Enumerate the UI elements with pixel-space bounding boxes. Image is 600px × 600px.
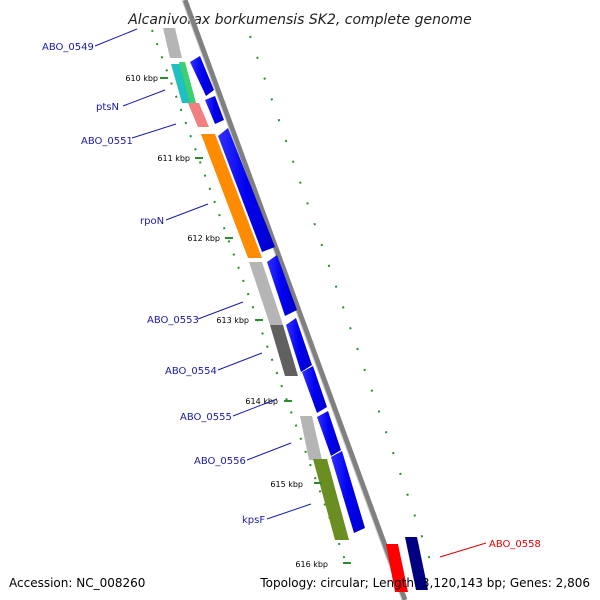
cds-arrow bbox=[331, 451, 365, 533]
cds-arrow bbox=[317, 411, 341, 456]
leader-line-highlight bbox=[439, 542, 487, 558]
gene-block-ABO_0554 bbox=[270, 325, 298, 376]
cds-arrow bbox=[190, 56, 214, 96]
gene-label-ABO_0554: ABO_0554 bbox=[165, 366, 217, 377]
cds-arrow bbox=[286, 318, 312, 372]
gene-label-ABO_0549: ABO_0549 bbox=[42, 42, 94, 53]
kbp-label: 611 kbp bbox=[157, 154, 190, 163]
kbp-label: 610 kbp bbox=[125, 74, 158, 83]
gene-label-ABO_0551: ABO_0551 bbox=[81, 136, 133, 147]
cds-arrow bbox=[205, 96, 224, 124]
gene-label-ABO_0558: ABO_0558 bbox=[489, 539, 541, 550]
kbp-label: 613 kbp bbox=[216, 316, 249, 325]
gene-label-ABO_0553: ABO_0553 bbox=[147, 315, 199, 326]
gene-label-ABO_0555: ABO_0555 bbox=[180, 412, 232, 423]
kbp-label: 616 kbp bbox=[295, 560, 328, 569]
topology-text: Topology: circular; Length: 3,120,143 bp… bbox=[260, 576, 590, 590]
gene-block-ABO_0553 bbox=[249, 262, 283, 325]
gene-labels: ABO_0549 ptsN ABO_0551 rpoN ABO_0553 ABO… bbox=[42, 42, 541, 550]
map-title: Alcanivorax borkumensis SK2, complete ge… bbox=[127, 12, 472, 28]
kbp-labels: 610 kbp 611 kbp 612 kbp 613 kbp 614 kbp … bbox=[125, 74, 328, 569]
cds-arrows bbox=[190, 56, 365, 533]
kbp-label: 615 kbp bbox=[270, 480, 303, 489]
kbp-ticks bbox=[160, 77, 351, 564]
cds-arrow bbox=[267, 255, 297, 316]
cds-arrow bbox=[302, 366, 327, 413]
gene-block-rpoN bbox=[201, 134, 262, 258]
gene-block-ABO_0556 bbox=[300, 416, 322, 460]
gene-label-ABO_0556: ABO_0556 bbox=[194, 456, 246, 467]
cds-arrow bbox=[218, 128, 275, 252]
gene-block-ptsN bbox=[171, 64, 191, 103]
kbp-label: 614 kbp bbox=[245, 397, 278, 406]
gene-block-ABO_0558 bbox=[386, 544, 408, 592]
gene-label-rpoN: rpoN bbox=[140, 216, 164, 227]
gene-block-ABO_0558-2 bbox=[405, 537, 428, 590]
gene-block-ABO_0549 bbox=[163, 28, 182, 58]
gene-block-kpsF bbox=[313, 459, 349, 540]
tick-track-inner bbox=[151, 29, 346, 561]
leader-lines bbox=[94, 28, 312, 520]
gene-block-ptsN-2 bbox=[179, 62, 196, 103]
gene-label-ptsN: ptsN bbox=[96, 102, 119, 113]
gene-block-ABO_0551 bbox=[188, 103, 209, 127]
kbp-label: 612 kbp bbox=[187, 234, 220, 243]
accession-text: Accession: NC_008260 bbox=[9, 576, 146, 590]
gene-label-kpsF: kpsF bbox=[242, 515, 265, 526]
gene-blocks bbox=[163, 28, 428, 592]
